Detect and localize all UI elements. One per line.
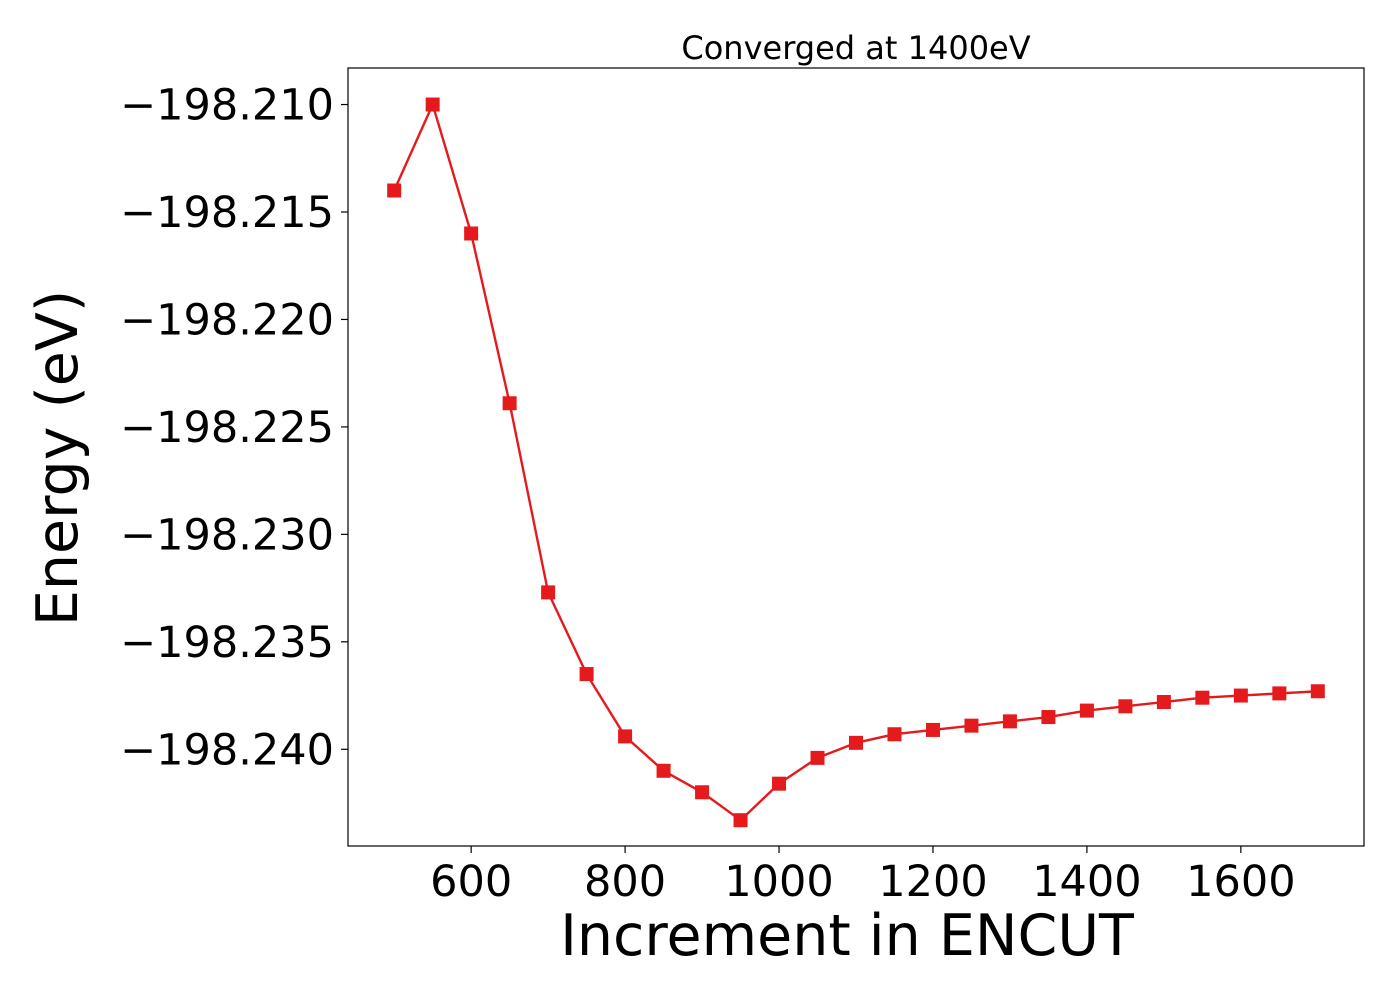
data-point-marker [1195, 690, 1210, 705]
y-tick-label: −198.235 [120, 618, 334, 668]
data-point-marker [1041, 710, 1056, 725]
data-point-marker [887, 727, 902, 742]
plot-frame [347, 67, 1365, 847]
data-point-marker [1310, 684, 1325, 699]
y-axis-title: Energy (eV) [25, 290, 91, 626]
x-tick-label: 600 [430, 857, 512, 907]
data-point-marker [1118, 699, 1133, 714]
x-tick-label: 1000 [724, 857, 833, 907]
data-point-marker [695, 785, 710, 800]
data-point-marker [733, 813, 748, 828]
data-point-marker [656, 763, 671, 778]
x-tick-label: 1400 [1032, 857, 1141, 907]
y-axis: −198.210 −198.215 −198.220 −198.225 −198.230… [120, 81, 348, 775]
y-tick-label: −198.240 [120, 725, 334, 775]
y-tick-label: −198.215 [120, 188, 334, 238]
data-point-marker [387, 183, 402, 198]
data-point-marker [1156, 695, 1171, 710]
data-point-marker [541, 585, 556, 600]
x-tick-label: 1600 [1186, 857, 1295, 907]
data-point-marker [1272, 686, 1287, 701]
x-tick-label: 1200 [878, 857, 987, 907]
data-point-marker [1079, 703, 1094, 718]
data-point-marker [1002, 714, 1017, 729]
data-point-marker [579, 667, 594, 682]
data-point-marker [810, 750, 825, 765]
chart-title: Converged at 1400eV [681, 29, 1030, 67]
y-tick-label: −198.230 [120, 510, 334, 560]
data-point-marker [464, 226, 479, 241]
data-point-marker [849, 735, 863, 750]
y-tick-label: −198.220 [120, 295, 334, 345]
y-tick-label: −198.225 [120, 403, 334, 453]
data-point-marker [502, 396, 517, 411]
y-tick-label: −198.210 [120, 81, 334, 131]
x-axis-title: Increment in ENCUT [560, 903, 1134, 969]
data-point-marker [425, 97, 440, 112]
x-tick-label: 800 [584, 857, 666, 907]
plot-area [387, 97, 1325, 828]
x-axis: 600 800 1000 1200 1400 1600 [430, 846, 1296, 907]
data-point-marker [964, 718, 979, 733]
data-point-marker [618, 729, 633, 744]
data-point-marker [925, 722, 940, 737]
data-point-marker [1233, 688, 1248, 703]
data-point-marker [772, 776, 787, 791]
series-line [393, 103, 1318, 822]
